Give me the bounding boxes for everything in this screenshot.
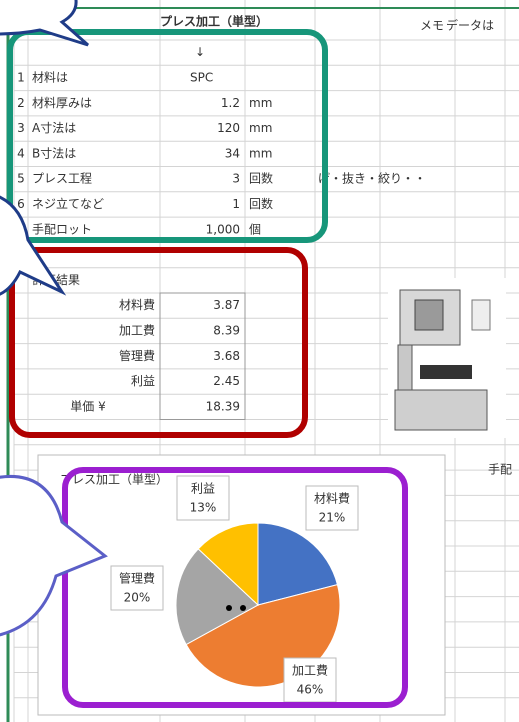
arrow: ↓ [195, 45, 205, 59]
input-value: 1 [232, 197, 240, 211]
result-label: 材料費 [119, 297, 155, 312]
result-value: 18.39 [206, 399, 240, 413]
callout-frame-purple [62, 467, 408, 708]
speech-bubble [0, 195, 67, 296]
result-value: 8.39 [213, 323, 240, 337]
input-unit: mm [249, 96, 272, 110]
input-value: 1,000 [206, 222, 240, 236]
callout-frame-green [7, 29, 328, 243]
input-unit: 回数 [249, 196, 273, 211]
dot [226, 605, 232, 611]
results-box [159, 292, 246, 420]
input-value: SPC [190, 70, 213, 84]
result-label: 管理費 [119, 348, 155, 363]
press-bed [420, 365, 472, 379]
memo: データは [446, 18, 494, 33]
side-label: 手配 [488, 463, 512, 477]
pie-label-name: 利益 [191, 482, 215, 496]
input-unit: mm [249, 146, 272, 160]
pie-slice [197, 522, 259, 607]
input-note: げ・抜き・絞り・・ [318, 171, 426, 186]
row-no: 5 [17, 172, 25, 186]
pie-label-value: 21% [319, 511, 346, 525]
sheet-title: プレス加工（単型） [160, 14, 268, 29]
press-panel [471, 299, 491, 331]
row-no: 2 [17, 96, 25, 110]
input-unit: 回数 [249, 171, 273, 186]
row-no: 3 [17, 121, 25, 135]
pie-label-box [305, 485, 359, 531]
input-label: B寸法は [32, 146, 76, 160]
speech-bubble [0, 475, 108, 637]
input-label: A寸法は [32, 121, 76, 135]
row-no: 4 [17, 146, 25, 160]
pie-slice [175, 548, 259, 646]
pie-label-value: 46% [297, 683, 324, 697]
pie-label-name: 加工費 [292, 663, 328, 678]
speech-bubble [0, 0, 89, 47]
result-label: 加工費 [119, 322, 155, 337]
callout-frame-red [9, 247, 308, 438]
result-label: 利益 [131, 374, 155, 388]
press-ram [414, 299, 444, 331]
input-unit: mm [249, 121, 272, 135]
result-label: 単価 ¥ [70, 399, 106, 413]
pie-label-box [110, 565, 164, 611]
memo-label: メモ [420, 19, 444, 33]
pie-label-box [283, 657, 337, 703]
dot [240, 605, 246, 611]
result-value: 2.45 [213, 374, 240, 388]
press-base [394, 389, 488, 431]
input-value: 3 [232, 172, 240, 186]
result-value: 3.87 [213, 298, 240, 312]
row-no: 6 [17, 197, 25, 211]
row-no: 1 [17, 70, 25, 84]
input-label: 手配ロット [32, 222, 92, 236]
input-label: 材料厚みは [32, 96, 92, 110]
pie-label-value: 13% [190, 501, 217, 515]
input-label: ネジ立てなど [32, 196, 104, 211]
input-value: 1.2 [221, 96, 240, 110]
input-unit: 個 [249, 222, 261, 236]
input-label: プレス工程 [32, 171, 92, 186]
pie-label-value: 20% [124, 591, 151, 605]
pie-label-box [176, 475, 230, 521]
input-label: 材料は [32, 70, 68, 84]
pie-label-name: 材料費 [314, 491, 350, 506]
pie-label-name: 管理費 [119, 571, 155, 586]
press-machine [388, 278, 506, 438]
pie-slice [257, 522, 339, 606]
input-value: 34 [225, 146, 240, 160]
pie-title: プレス加工（単型） [60, 473, 168, 487]
input-value: 120 [217, 121, 240, 135]
result-value: 3.68 [213, 349, 240, 363]
